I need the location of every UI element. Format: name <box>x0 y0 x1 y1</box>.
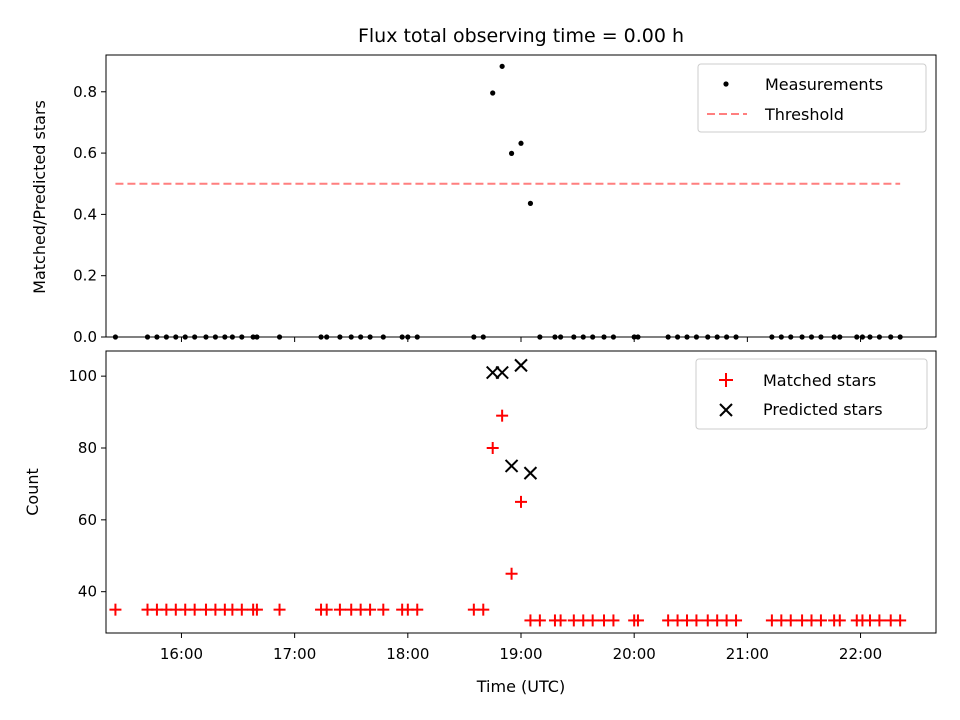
top-panel: 0.00.20.40.60.8 Matched/Predicted stars … <box>30 54 937 346</box>
y-tick-label: 0.8 <box>73 83 97 101</box>
matched-star-point <box>188 603 201 616</box>
y-tick-label: 0.0 <box>73 328 97 346</box>
x-tick-label: 16:00 <box>160 645 203 663</box>
bottom-x-ticks: 16:00 17:00 18:00 19:00 20:00 21:00 22:00 <box>160 633 882 663</box>
matched-star-point <box>235 603 248 616</box>
matched-star-point <box>486 441 499 454</box>
legend-matched-label: Matched stars <box>763 371 876 390</box>
bottom-axes-frame <box>105 350 937 634</box>
y-tick-label: 80 <box>78 439 97 457</box>
measurement-point <box>508 150 515 156</box>
top-axes-frame <box>105 54 937 338</box>
matched-star-point <box>333 603 346 616</box>
x-axis-label: Time (UTC) <box>476 677 565 696</box>
measurement-point <box>490 90 496 96</box>
x-tick-label: 17:00 <box>273 645 316 663</box>
y-tick-label: 0.6 <box>73 144 97 162</box>
matched-star-point <box>364 603 377 616</box>
matched-star-point <box>477 603 490 616</box>
matched-star-point <box>730 614 743 627</box>
matched-star-point <box>690 614 703 627</box>
matched-star-point <box>873 614 886 627</box>
predicted-star-stroke-b <box>504 459 519 473</box>
x-tick-label: 20:00 <box>613 645 656 663</box>
bottom-y-ticks: 40 60 80 100 <box>68 367 106 601</box>
matched-star-point <box>607 614 620 627</box>
matched-star-point <box>814 614 827 627</box>
y-tick-label: 40 <box>78 583 97 601</box>
matched-star-point <box>833 614 846 627</box>
legend-predicted-label: Predicted stars <box>763 400 883 419</box>
legend-measurements-marker <box>723 81 729 87</box>
x-tick-label: 18:00 <box>386 645 429 663</box>
legend-measurements-label: Measurements <box>765 75 883 94</box>
matched-star-point <box>320 603 333 616</box>
x-tick-label: 21:00 <box>726 645 769 663</box>
predicted-star-point <box>514 358 528 373</box>
predicted-star-point <box>495 365 509 380</box>
bottom-y-axis-label: Count <box>23 468 42 516</box>
matched-star-point <box>109 603 122 616</box>
matched-star-point <box>505 567 518 580</box>
predicted-star-stroke-b <box>495 365 509 380</box>
predicted-star-stroke-b <box>523 466 538 480</box>
y-tick-label: 0.2 <box>73 267 97 285</box>
x-tick-label: 22:00 <box>839 645 882 663</box>
matched-star-point <box>533 614 546 627</box>
legend-threshold-label: Threshold <box>764 105 844 124</box>
top-y-ticks: 0.0 0.2 0.4 0.6 0.8 <box>73 83 106 346</box>
matched-star-point <box>377 603 390 616</box>
top-legend: Measurements Threshold <box>697 63 927 133</box>
top-y-axis-label: Matched/Predicted stars <box>30 100 49 294</box>
predicted-star-stroke-b <box>514 358 528 373</box>
matched-star-point <box>586 614 599 627</box>
matched-star-point <box>894 614 907 627</box>
predicted-star-stroke-b <box>485 365 500 380</box>
matched-star-point <box>631 614 644 627</box>
matched-star-point <box>250 603 263 616</box>
measurement-point <box>499 63 505 69</box>
bottom-panel: 40 60 80 100 16:00 17:00 18:00 19:00 20:00 21:00… <box>23 350 937 663</box>
top-x-ticks <box>180 337 862 342</box>
matched-star-point <box>554 614 567 627</box>
measurement-point <box>527 200 534 206</box>
y-tick-label: 100 <box>68 367 97 385</box>
chart-title: Flux total observing time = 0.00 h <box>358 25 684 47</box>
legend-predicted-marker <box>719 403 733 417</box>
matched-star-point <box>515 495 527 508</box>
measurement-point <box>518 140 524 146</box>
matched-star-point <box>496 409 509 422</box>
legend-matched-marker <box>719 373 733 387</box>
predicted-star-point <box>523 466 538 480</box>
matched-star-point <box>411 603 424 616</box>
top-legend-box <box>697 63 927 133</box>
bottom-legend: Matched stars Predicted stars <box>695 358 928 430</box>
y-tick-label: 0.4 <box>73 205 97 223</box>
y-tick-label: 60 <box>78 511 97 529</box>
matched-star-point <box>784 614 797 627</box>
bottom-legend-box <box>695 358 928 430</box>
predicted-star-point <box>485 365 500 380</box>
bottom-marks <box>109 358 907 627</box>
x-tick-label: 19:00 <box>499 645 542 663</box>
matched-star-point <box>273 603 286 616</box>
predicted-star-point <box>504 459 519 473</box>
